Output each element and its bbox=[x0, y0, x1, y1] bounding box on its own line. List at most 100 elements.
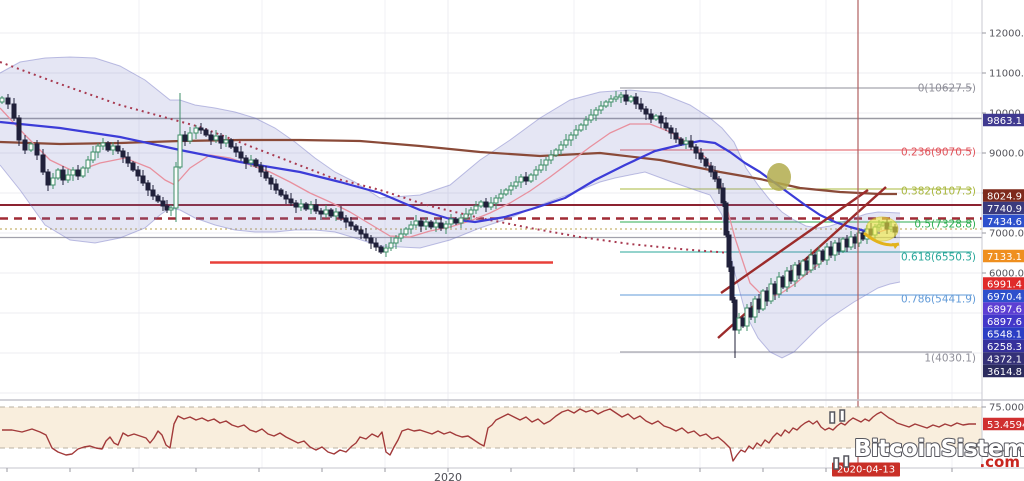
candle bbox=[160, 200, 166, 207]
fib-retracement[interactable]: 0(10627.5) 0.236(9070.5) 0.382(8107.3) 0.5(… bbox=[620, 83, 976, 365]
ma-dotted-maroon bbox=[0, 61, 731, 254]
price-badge-label: 6897.6 bbox=[987, 317, 1022, 328]
price-badge-label: 8024.9 bbox=[987, 191, 1022, 202]
yellow-ellipse[interactable] bbox=[865, 216, 899, 242]
candle bbox=[208, 134, 214, 141]
watermark-tld: .com bbox=[979, 453, 1020, 471]
candle bbox=[543, 159, 549, 166]
candle bbox=[323, 209, 329, 215]
candle bbox=[533, 169, 539, 176]
candle bbox=[75, 169, 81, 177]
candle bbox=[164, 205, 170, 211]
price-badge-label: 7133.1 bbox=[987, 252, 1022, 263]
candle bbox=[653, 115, 659, 120]
price-badge bbox=[983, 327, 1024, 340]
candle bbox=[493, 197, 499, 204]
candle bbox=[193, 127, 199, 134]
candle bbox=[812, 254, 818, 265]
candle bbox=[373, 242, 379, 248]
candle bbox=[243, 157, 249, 164]
candle bbox=[253, 159, 259, 167]
candle bbox=[313, 204, 319, 212]
time-axis[interactable]: 2020 2020-04-13 bbox=[0, 462, 1024, 481]
candle bbox=[726, 234, 732, 268]
candle bbox=[593, 109, 599, 116]
arrow-head bbox=[892, 243, 899, 249]
candle bbox=[110, 145, 116, 151]
candle bbox=[764, 290, 770, 302]
candle bbox=[816, 250, 822, 265]
candle bbox=[308, 204, 314, 210]
candle bbox=[828, 246, 834, 256]
candle bbox=[756, 298, 762, 310]
candle bbox=[553, 149, 559, 156]
candle bbox=[273, 183, 279, 191]
candle bbox=[844, 238, 850, 248]
rsi-value-badge bbox=[983, 417, 1024, 431]
price-axis[interactable]: 12000.011000.010000.09000.08000.07000.06… bbox=[981, 0, 1024, 468]
candle bbox=[140, 175, 146, 184]
candle bbox=[488, 202, 494, 208]
price-badge bbox=[983, 352, 1024, 365]
price-badge-label: 6970.4 bbox=[987, 292, 1022, 303]
year-label: 2020 bbox=[434, 471, 462, 481]
candle bbox=[558, 144, 564, 151]
price-badge-label: 9863.1 bbox=[987, 116, 1022, 127]
candle bbox=[45, 171, 51, 186]
candle bbox=[298, 203, 304, 208]
candle bbox=[648, 113, 654, 120]
candle bbox=[408, 224, 414, 230]
candle bbox=[443, 223, 449, 229]
candle bbox=[168, 207, 174, 211]
candle bbox=[608, 98, 614, 103]
price-badge bbox=[983, 314, 1024, 328]
candle bbox=[358, 229, 364, 235]
olive-ellipse[interactable] bbox=[767, 163, 791, 191]
candle bbox=[804, 260, 810, 271]
rsi-panel[interactable] bbox=[0, 406, 982, 462]
candle bbox=[668, 127, 674, 134]
candle bbox=[198, 127, 204, 131]
candle bbox=[50, 177, 56, 186]
price-badge bbox=[983, 113, 1024, 127]
fib-label-4: 0.618(6550.3) bbox=[901, 252, 976, 264]
candle bbox=[263, 171, 269, 179]
candle bbox=[603, 101, 609, 107]
candle bbox=[760, 290, 766, 310]
candle bbox=[238, 151, 244, 159]
candle bbox=[473, 205, 479, 211]
candle bbox=[548, 154, 554, 161]
candle bbox=[633, 96, 639, 105]
candle bbox=[780, 276, 786, 288]
candle bbox=[353, 225, 359, 231]
price-tick: 6000.0 bbox=[989, 269, 1024, 280]
candle bbox=[16, 117, 22, 141]
candle bbox=[433, 222, 439, 228]
candles[interactable] bbox=[0, 90, 898, 358]
candle bbox=[223, 139, 229, 144]
candle bbox=[213, 135, 219, 141]
candle bbox=[218, 135, 224, 144]
candle bbox=[55, 169, 61, 179]
price-badge bbox=[983, 302, 1024, 315]
date-badge-label: 2020-04-13 bbox=[837, 465, 895, 476]
candle bbox=[428, 221, 434, 228]
trendline-1[interactable] bbox=[720, 189, 869, 294]
candle bbox=[518, 176, 524, 183]
price-badge bbox=[983, 289, 1024, 303]
candle bbox=[808, 254, 814, 271]
candle bbox=[732, 299, 738, 331]
candle bbox=[130, 162, 136, 171]
candle bbox=[673, 132, 679, 140]
rsi-line bbox=[2, 408, 976, 462]
candle bbox=[70, 169, 76, 176]
candle bbox=[712, 171, 718, 180]
price-badge-label: 6991.4 bbox=[987, 279, 1022, 290]
price-badge bbox=[983, 339, 1024, 353]
price-badge bbox=[983, 189, 1024, 202]
candle bbox=[744, 307, 750, 327]
candle bbox=[678, 138, 684, 145]
candle bbox=[723, 202, 729, 236]
candle bbox=[784, 270, 790, 288]
